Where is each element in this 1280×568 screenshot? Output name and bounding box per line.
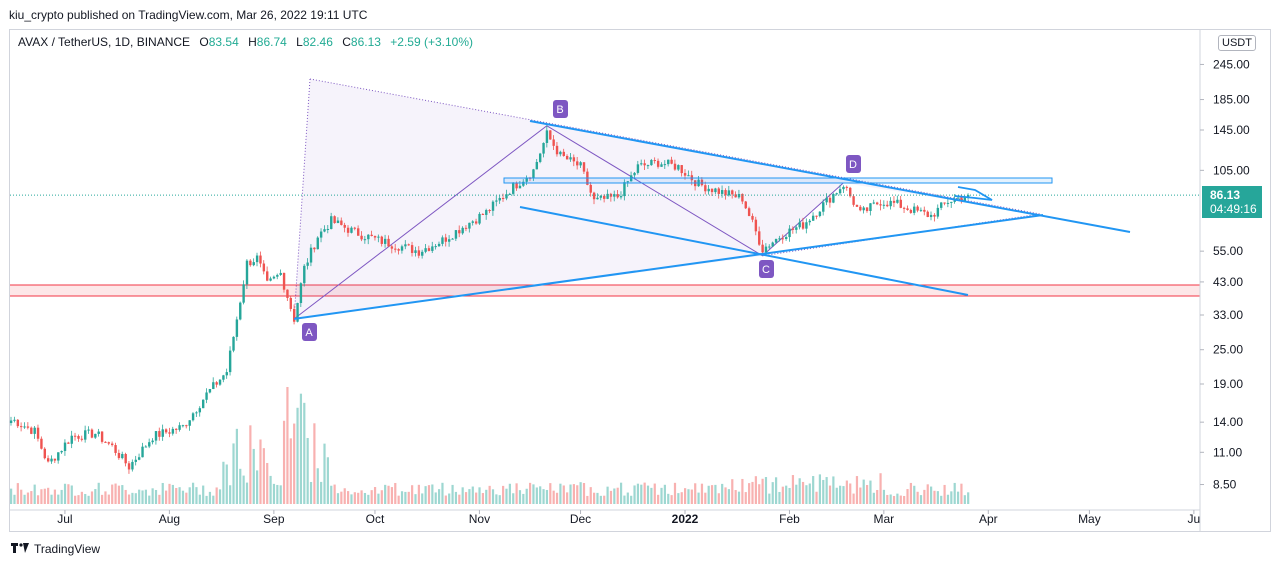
close-value: 86.13 bbox=[350, 35, 381, 49]
open-label: O bbox=[199, 35, 209, 49]
low-label: L bbox=[296, 35, 303, 49]
chart-panel[interactable] bbox=[9, 29, 1271, 532]
currency-button[interactable]: USDT bbox=[1218, 35, 1256, 51]
close-label: C bbox=[342, 35, 351, 49]
publisher-attribution: kiu_crypto published on TradingView.com,… bbox=[9, 8, 368, 22]
open-value: 83.54 bbox=[208, 35, 239, 49]
symbol-name: AVAX / TetherUS, 1D, BINANCE bbox=[18, 35, 191, 49]
footer-brand-text: TradingView bbox=[34, 542, 101, 556]
low-value: 82.46 bbox=[302, 35, 333, 49]
footer-brand: TradingView bbox=[11, 542, 100, 556]
high-label: H bbox=[248, 35, 257, 49]
high-value: 86.74 bbox=[256, 35, 287, 49]
change-value: +2.59 (+3.10%) bbox=[390, 35, 474, 49]
tradingview-logo-icon bbox=[11, 542, 29, 556]
symbol-legend: AVAX / TetherUS, 1D, BINANCE O83.54 H86.… bbox=[18, 35, 473, 49]
